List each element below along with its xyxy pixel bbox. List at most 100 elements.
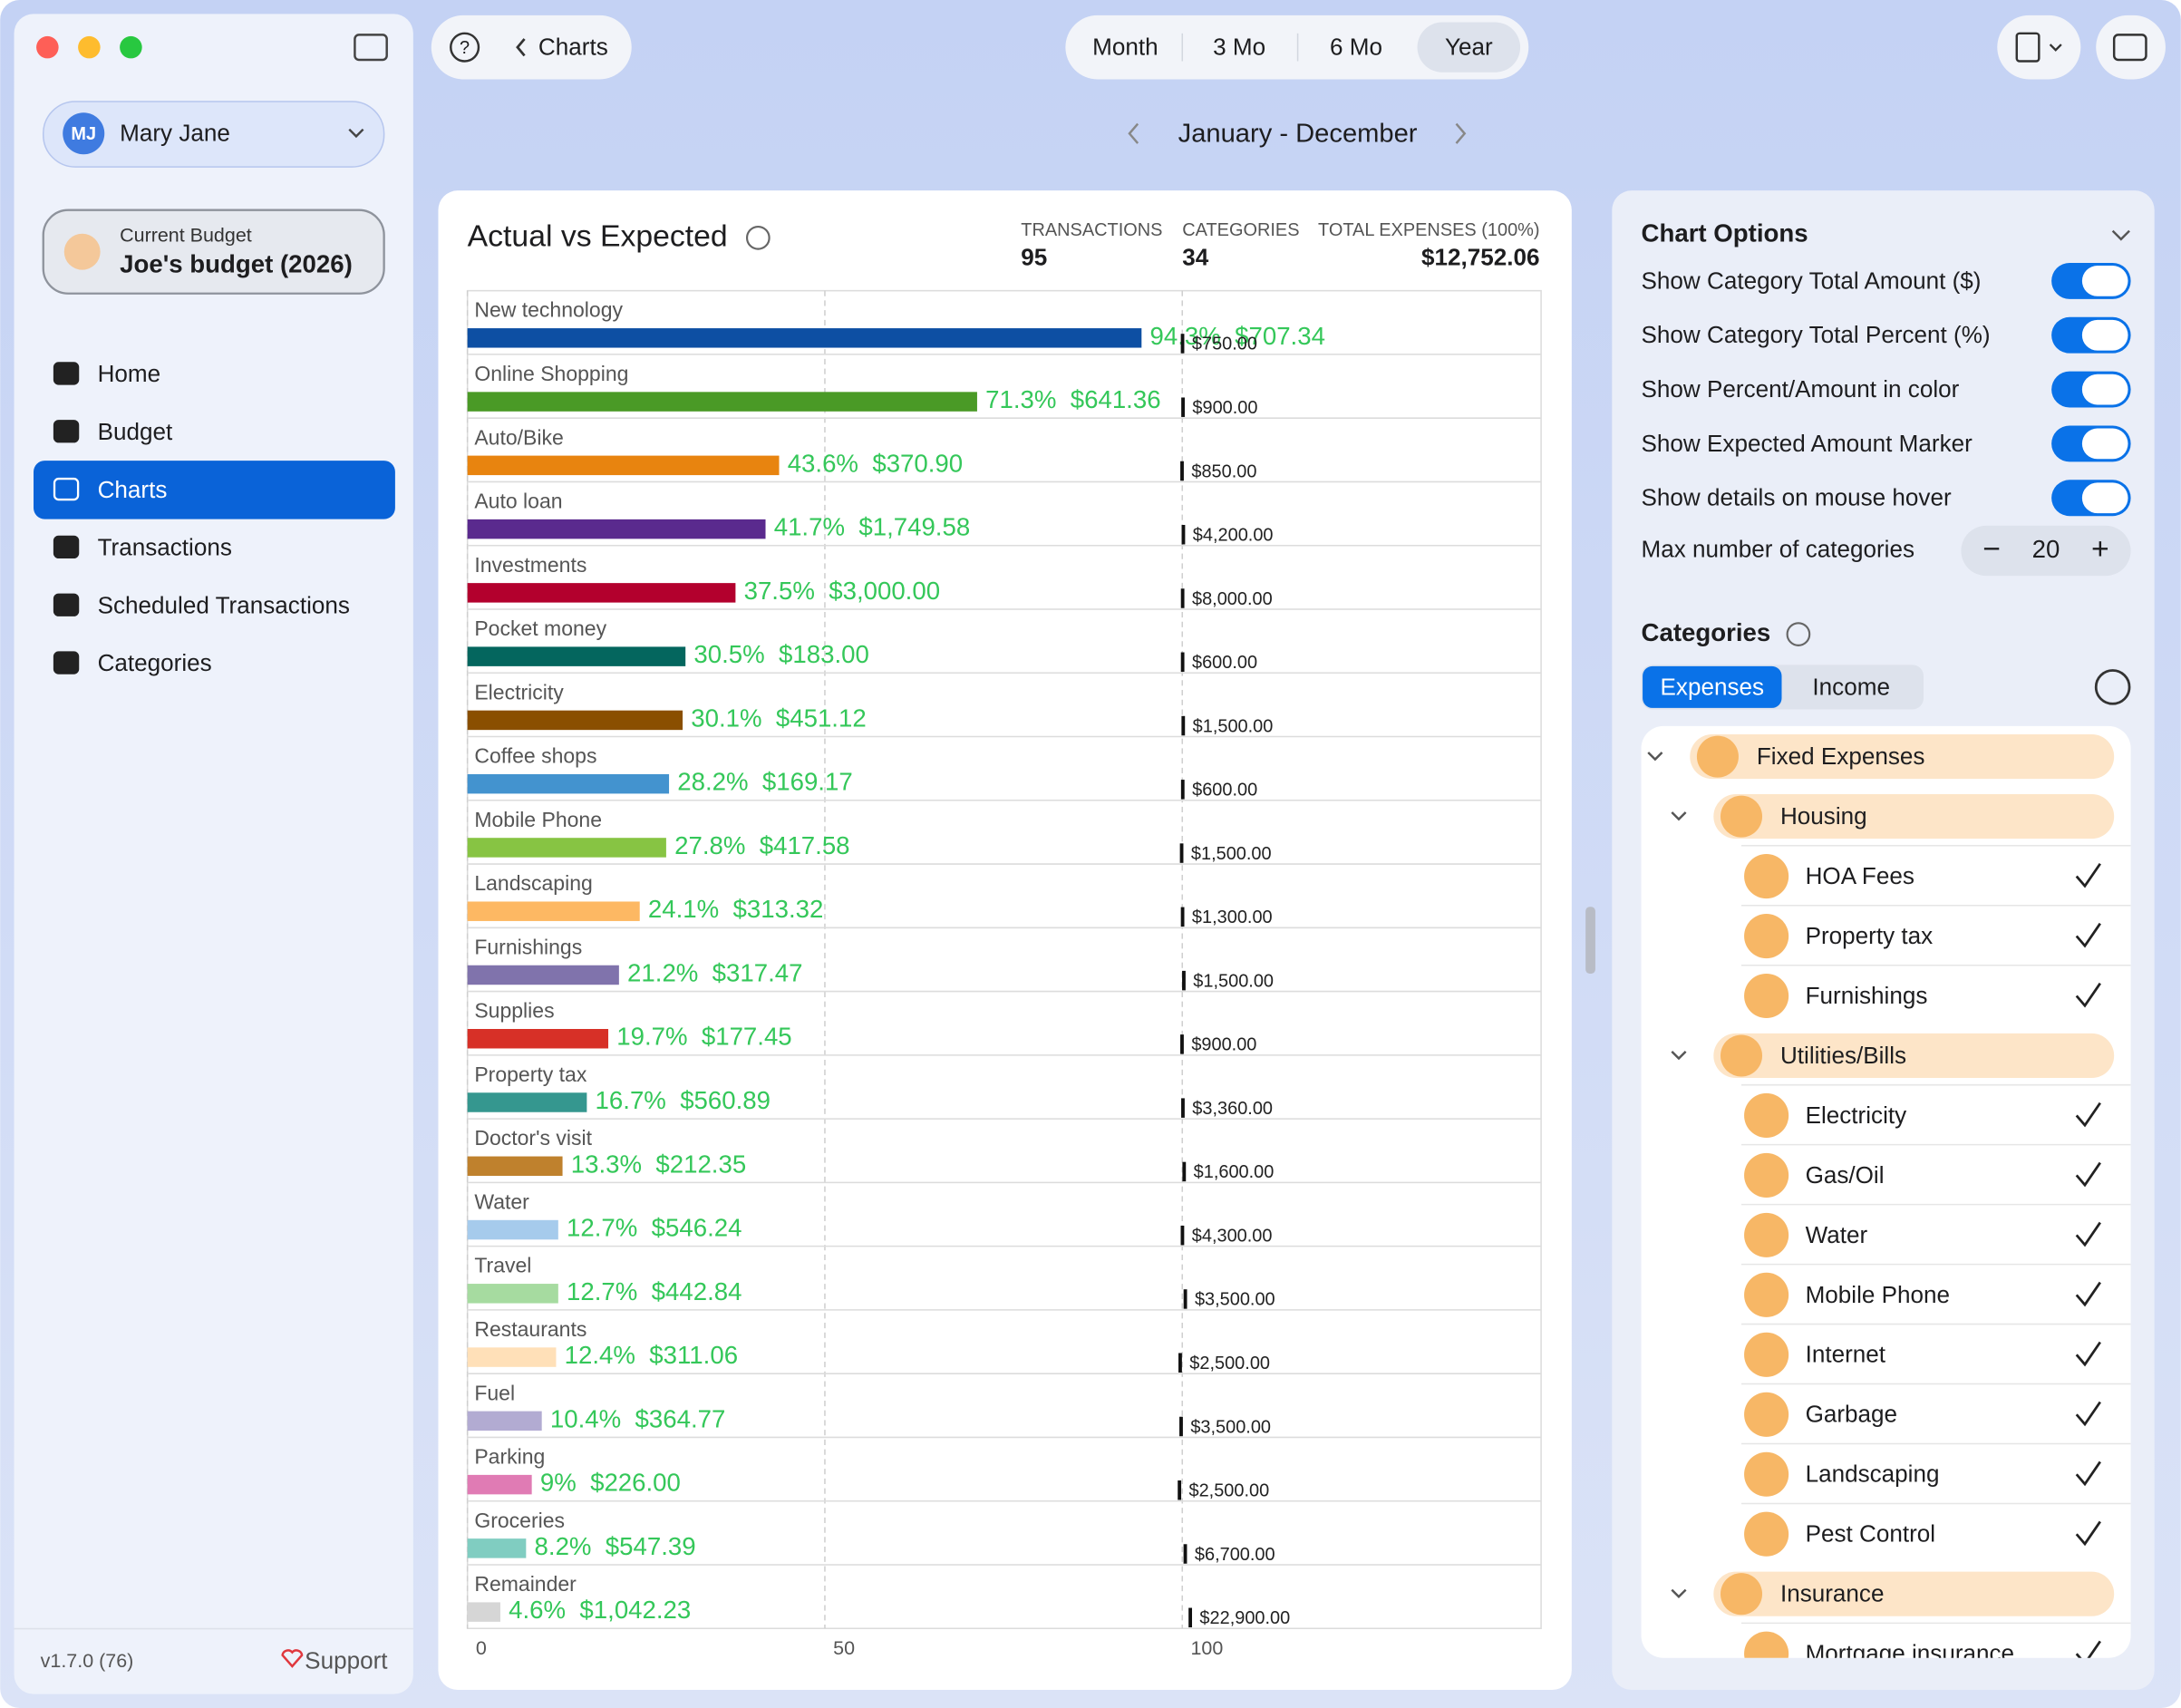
- nav-item[interactable]: Home: [98, 360, 161, 387]
- help-button[interactable]: [450, 32, 480, 63]
- period-selected: [1417, 22, 1521, 73]
- percent-label: 41.7%: [774, 513, 845, 541]
- bar: [467, 646, 686, 666]
- percent-label: 12.7%: [567, 1214, 637, 1242]
- amount-label: $317.47: [712, 959, 803, 987]
- category-label[interactable]: Internet: [1806, 1341, 1886, 1368]
- decrement[interactable]: −: [1982, 531, 2001, 566]
- expected-marker: [1182, 1161, 1187, 1182]
- group-label[interactable]: Fixed Expenses: [1757, 742, 1925, 770]
- bar-label: 30.1% $451.12: [691, 704, 866, 733]
- info-icon[interactable]: [745, 226, 771, 250]
- percent-label: 27.8%: [674, 831, 745, 859]
- more-button[interactable]: [2094, 669, 2131, 705]
- collapse-chevron[interactable]: [2111, 229, 2130, 241]
- category-label[interactable]: Electricity: [1806, 1101, 1907, 1129]
- category-label[interactable]: Water: [1806, 1221, 1868, 1248]
- percent-label: 21.2%: [627, 959, 698, 987]
- disclosure[interactable]: [1671, 811, 1687, 821]
- nav-highlight: [34, 461, 395, 519]
- category-label: Fuel: [474, 1381, 515, 1404]
- checkmark: [2075, 1221, 2101, 1247]
- category-label[interactable]: Property tax: [1806, 922, 1934, 949]
- category-label[interactable]: Pest Control: [1806, 1520, 1936, 1548]
- prev-period[interactable]: [1128, 122, 1139, 144]
- bar: [467, 1092, 587, 1112]
- next-period[interactable]: [1455, 122, 1467, 144]
- group-label[interactable]: Insurance: [1780, 1580, 1885, 1607]
- bar-label: 21.2% $317.47: [627, 959, 802, 987]
- expected-marker: [1179, 843, 1184, 863]
- period-option[interactable]: 3 Mo: [1213, 34, 1265, 61]
- expected-label: $600.00: [1192, 653, 1257, 673]
- support-link[interactable]: Support: [305, 1646, 388, 1674]
- group-label[interactable]: Utilities/Bills: [1780, 1042, 1906, 1069]
- zoom-button[interactable]: [120, 35, 142, 59]
- stat-value: 95: [1021, 243, 1047, 270]
- group-icon: [1720, 1034, 1763, 1077]
- expected-marker: [1180, 652, 1185, 673]
- disclosure[interactable]: [1671, 1050, 1687, 1061]
- sidebar-toggle[interactable]: [354, 34, 388, 62]
- disclosure[interactable]: [1647, 752, 1663, 762]
- nav-item[interactable]: Budget: [98, 418, 173, 445]
- category-label: Doctor's visit: [474, 1126, 592, 1150]
- nav-item[interactable]: Charts: [98, 476, 168, 503]
- tab[interactable]: Income: [1812, 673, 1890, 700]
- minimize-button[interactable]: [78, 35, 101, 59]
- date-range: January - December: [1178, 120, 1418, 149]
- category-label[interactable]: Landscaping: [1806, 1461, 1940, 1488]
- period-option[interactable]: 6 Mo: [1330, 34, 1382, 61]
- group-label[interactable]: Housing: [1780, 802, 1867, 830]
- bar-label: 24.1% $313.32: [648, 896, 823, 924]
- group-row: [1690, 734, 2115, 780]
- stat-value: $12,752.06: [1421, 243, 1540, 270]
- max-label: Max number of categories: [1642, 535, 1915, 562]
- toggle-label: Show Category Total Amount ($): [1642, 267, 1982, 294]
- bar: [467, 1411, 542, 1431]
- chevron: [348, 128, 364, 139]
- period-option[interactable]: Year: [1445, 34, 1493, 61]
- checkmark: [2075, 1401, 2101, 1427]
- amount-label: $313.32: [733, 896, 824, 924]
- category-label[interactable]: Mortgage insurance: [1806, 1640, 2015, 1667]
- checkmark: [2075, 1461, 2101, 1487]
- avatar: [63, 112, 105, 155]
- category-label: Travel: [474, 1254, 531, 1277]
- category-label[interactable]: HOA Fees: [1806, 862, 1914, 889]
- category-label[interactable]: Mobile Phone: [1806, 1281, 1950, 1308]
- category-label[interactable]: Gas/Oil: [1806, 1161, 1885, 1189]
- bar-label: 19.7% $177.45: [616, 1023, 791, 1051]
- nav-item[interactable]: Transactions: [98, 534, 232, 561]
- period-option[interactable]: Month: [1092, 34, 1158, 61]
- nav-icon: [53, 535, 80, 559]
- bar-label: 13.3% $212.35: [571, 1150, 746, 1179]
- expected-label: $900.00: [1192, 398, 1257, 418]
- amount-label: $1,749.58: [858, 513, 970, 541]
- close-button[interactable]: [36, 35, 59, 59]
- checkmark: [2075, 1341, 2101, 1367]
- bar: [467, 1156, 563, 1177]
- splitter[interactable]: [1585, 907, 1595, 974]
- user-picker[interactable]: [42, 101, 385, 168]
- percent-label: 19.7%: [616, 1023, 687, 1051]
- user-name: Mary Jane: [120, 120, 230, 147]
- bar-label: 43.6% $370.90: [788, 450, 963, 478]
- disclosure[interactable]: [1671, 1588, 1687, 1598]
- tab[interactable]: Expenses: [1661, 673, 1765, 700]
- back-button[interactable]: Charts: [538, 34, 608, 61]
- nav-item[interactable]: Categories: [98, 649, 212, 676]
- budget-picker[interactable]: [42, 209, 385, 295]
- stat-value: 34: [1182, 243, 1209, 270]
- bar: [467, 1602, 500, 1622]
- category-label[interactable]: Furnishings: [1806, 982, 1928, 1009]
- percent-label: 30.5%: [693, 640, 764, 668]
- bar: [467, 455, 780, 476]
- nav-item[interactable]: Scheduled Transactions: [98, 591, 350, 618]
- category-label[interactable]: Garbage: [1806, 1401, 1897, 1428]
- increment[interactable]: +: [2091, 531, 2109, 566]
- expected-marker: [1182, 970, 1186, 991]
- heart-icon: [281, 1649, 304, 1668]
- inspector-toggle[interactable]: [2096, 15, 2166, 80]
- info-icon[interactable]: [1786, 622, 1811, 646]
